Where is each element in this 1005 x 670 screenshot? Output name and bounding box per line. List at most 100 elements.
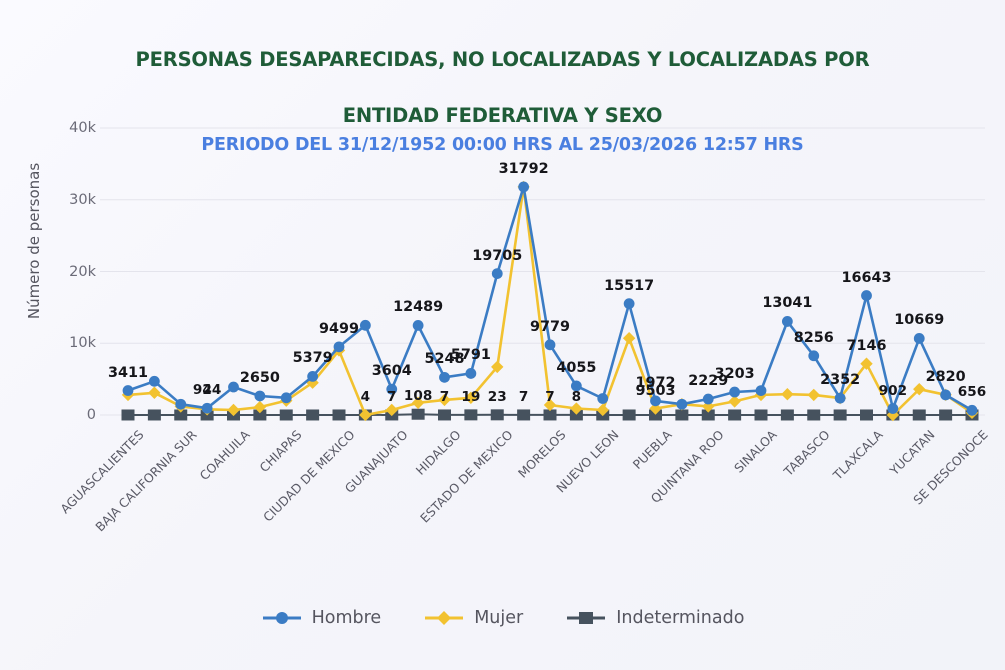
data-point-circle[interactable] [148,375,160,387]
data-point-diamond[interactable] [728,395,741,408]
data-point-circle[interactable] [201,402,213,414]
data-point-circle[interactable] [940,389,952,401]
data-point-square[interactable] [833,409,847,421]
data-point-label: 944 [192,382,222,399]
data-point-circle[interactable] [518,181,530,193]
y-tick-label: 30k [69,191,96,208]
data-point-circle[interactable] [966,404,978,416]
data-point-circle[interactable] [386,383,398,395]
data-point-label: 5379 [292,350,333,367]
data-point-diamond[interactable] [649,402,662,415]
data-point-circle[interactable] [122,385,134,396]
data-point-diamond[interactable] [807,388,820,402]
legend-item-hombre[interactable]: Hombre [261,608,381,628]
series-hombre [122,181,978,416]
data-point-square[interactable] [728,409,742,421]
data-point-square[interactable] [860,409,873,421]
data-point-square[interactable] [569,409,583,421]
data-point-circle[interactable] [755,385,767,397]
circle-icon [262,612,301,624]
data-point-circle[interactable] [333,341,345,353]
data-point-circle[interactable] [729,386,741,398]
data-point-square[interactable] [939,409,953,421]
data-point-circle[interactable] [676,398,688,410]
data-point-label: 4055 [556,359,597,376]
data-point-circle[interactable] [781,316,793,327]
data-point-circle[interactable] [228,381,239,393]
data-point-circle[interactable] [808,350,820,362]
data-point-diamond[interactable] [359,408,372,422]
data-point-square[interactable] [701,409,715,421]
data-point-square[interactable] [780,409,794,421]
data-point-circle[interactable] [570,380,582,392]
data-point-diamond[interactable] [860,357,873,370]
data-point-circle[interactable] [175,398,187,410]
data-point-diamond[interactable] [913,382,926,396]
data-point-circle[interactable] [834,392,846,404]
square-icon [567,612,606,624]
data-point-square[interactable] [807,409,821,421]
data-point-square[interactable] [306,409,320,421]
data-point-diamond[interactable] [385,403,398,417]
data-point-square[interactable] [464,409,478,421]
data-point-square[interactable] [649,409,662,421]
legend-item-mujer[interactable]: Mujer [423,608,523,628]
diamond-icon [425,611,464,625]
data-point-label: 16643 [841,269,892,286]
data-point-label: 2820 [925,368,966,385]
data-point-square[interactable] [253,409,267,421]
data-point-label: 9503 [635,382,676,399]
data-point-square[interactable] [438,409,451,421]
data-point-label: 19 [461,388,481,405]
data-point-square[interactable] [490,409,504,421]
data-point-diamond[interactable] [148,386,161,399]
data-point-circle[interactable] [254,390,266,402]
data-point-square[interactable] [622,409,636,421]
data-point-circle[interactable] [887,403,899,414]
data-point-diamond[interactable] [596,403,609,417]
data-point-square[interactable] [332,409,346,421]
data-point-circle[interactable] [491,268,503,280]
data-point-circle[interactable] [861,290,872,301]
data-point-circle[interactable] [359,319,371,331]
data-point-label: 8256 [793,329,834,346]
data-point-circle[interactable] [913,333,925,344]
data-point-square[interactable] [543,409,557,421]
data-point-square[interactable] [121,409,135,421]
data-point-label: 7 [545,388,555,405]
data-point-square[interactable] [754,409,768,421]
data-point-circle[interactable] [702,393,714,405]
data-point-label: 902 [878,382,908,399]
data-point-circle[interactable] [650,395,661,407]
data-point-circle[interactable] [544,339,556,351]
data-point-diamond[interactable] [464,391,478,404]
data-point-circle[interactable] [412,319,424,331]
data-point-square[interactable] [279,409,293,421]
data-point-label: 7 [439,388,450,405]
data-point-square[interactable] [517,409,531,421]
data-point-diamond[interactable] [438,393,451,407]
data-point-square[interactable] [411,408,425,420]
data-point-label: 23 [487,388,507,405]
data-point-diamond[interactable] [781,387,794,401]
data-point-circle[interactable] [623,298,635,310]
data-point-circle[interactable] [597,393,609,404]
data-point-label: 2650 [239,369,280,386]
data-point-circle[interactable] [439,371,450,383]
data-point-diamond[interactable] [570,402,583,415]
data-point-label: 5248 [424,351,465,368]
data-point-square[interactable] [147,409,161,421]
data-point-diamond[interactable] [411,396,425,410]
data-point-diamond[interactable] [227,403,240,417]
data-point-square[interactable] [675,409,689,421]
data-point-circle[interactable] [465,368,477,379]
data-point-square[interactable] [174,409,188,421]
data-point-circle[interactable] [307,371,319,382]
data-point-diamond[interactable] [622,332,636,345]
legend-item-indeterminado[interactable]: Indeterminado [565,608,744,628]
data-point-diamond[interactable] [491,360,504,374]
data-point-diamond[interactable] [543,398,557,412]
data-point-circle[interactable] [280,392,292,404]
data-point-square[interactable] [912,409,926,421]
legend-label: Indeterminado [616,608,745,628]
